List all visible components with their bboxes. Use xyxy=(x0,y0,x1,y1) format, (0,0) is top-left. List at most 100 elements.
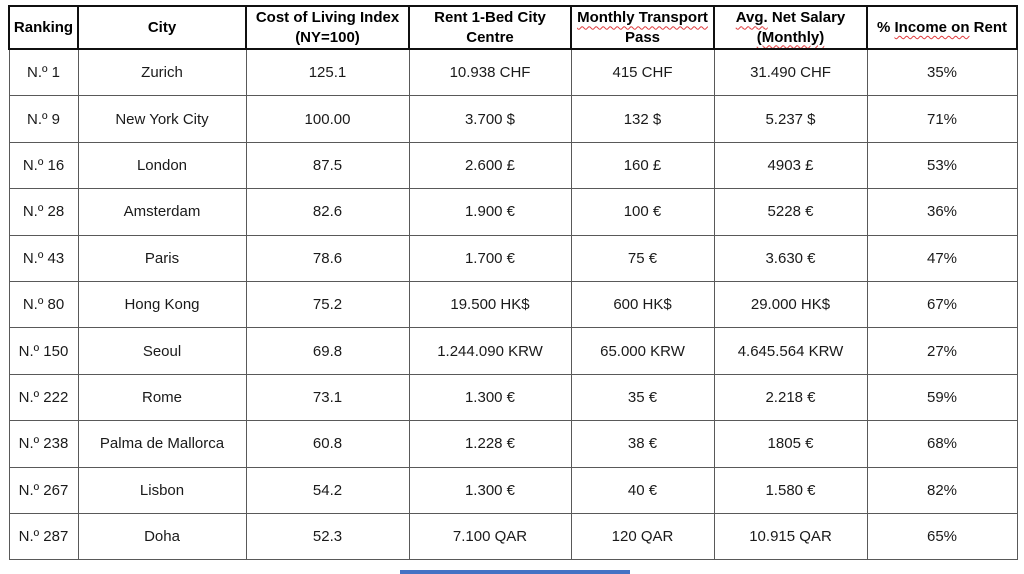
cell-rent: 1.228 € xyxy=(408,420,572,468)
header-city: City xyxy=(77,5,247,50)
cell-rent: 1.300 € xyxy=(408,466,572,514)
cell-pct: 47% xyxy=(866,234,1018,282)
table-row: N.º 43 Paris 78.6 1.700 € 75 € 3.630 € 4… xyxy=(8,234,1018,282)
cell-rank: N.º 28 xyxy=(8,188,79,236)
table-row: N.º 1 Zurich 125.1 10.938 CHF 415 CHF 31… xyxy=(8,48,1018,97)
cell-city: Zurich xyxy=(77,48,247,97)
cell-city: New York City xyxy=(77,95,247,143)
header-line: Rent 1-Bed City xyxy=(434,9,546,27)
cell-transport: 600 HK$ xyxy=(570,280,715,329)
cell-rent: 7.100 QAR xyxy=(408,512,572,561)
cell-pct: 68% xyxy=(866,420,1018,468)
cell-rent: 10.938 CHF xyxy=(408,48,572,97)
header-monthly-transport: Monthly Transport Pass xyxy=(570,5,715,50)
cell-index: 54.2 xyxy=(245,466,410,514)
cost-of-living-table-container: Ranking City Cost of Living Index (NY=10… xyxy=(8,5,1018,561)
cell-pct: 53% xyxy=(866,141,1018,190)
cell-pct: 82% xyxy=(866,466,1018,514)
cell-city: London xyxy=(77,141,247,190)
cell-rank: N.º 43 xyxy=(8,234,79,282)
cell-city: Palma de Mallorca xyxy=(77,420,247,468)
table-row: N.º 9 New York City 100.00 3.700 $ 132 $… xyxy=(8,95,1018,143)
cell-index: 87.5 xyxy=(245,141,410,190)
cell-city: Hong Kong xyxy=(77,280,247,329)
cell-pct: 35% xyxy=(866,48,1018,97)
header-row: Ranking City Cost of Living Index (NY=10… xyxy=(8,5,1018,50)
header-line: Avg. Net Salary xyxy=(718,8,863,27)
cell-transport: 40 € xyxy=(570,466,715,514)
cell-rank: N.º 287 xyxy=(8,512,79,561)
spellcheck-text: Avg. xyxy=(735,9,768,27)
cell-rent: 1.300 € xyxy=(408,373,572,422)
cell-index: 78.6 xyxy=(245,234,410,282)
cell-city: Amsterdam xyxy=(77,188,247,236)
cell-city: Paris xyxy=(77,234,247,282)
spellcheck-text: Monthly Transport xyxy=(577,9,708,27)
cell-salary: 2.218 € xyxy=(713,373,868,422)
cell-index: 82.6 xyxy=(245,188,410,236)
header-line: (Monthly) xyxy=(718,28,863,47)
cell-rank: N.º 267 xyxy=(8,466,79,514)
cell-salary: 3.630 € xyxy=(713,234,868,282)
cell-rank: N.º 16 xyxy=(8,141,79,190)
header-line: Cost of Living Index xyxy=(255,9,400,27)
cell-pct: 65% xyxy=(866,512,1018,561)
cell-transport: 65.000 KRW xyxy=(570,327,715,375)
cell-rent: 1.700 € xyxy=(408,234,572,282)
table-row: N.º 287 Doha 52.3 7.100 QAR 120 QAR 10.9… xyxy=(8,512,1018,561)
cell-rent: 2.600 £ xyxy=(408,141,572,190)
cell-city: Doha xyxy=(77,512,247,561)
cell-city: Rome xyxy=(77,373,247,422)
cell-index: 73.1 xyxy=(245,373,410,422)
cell-rank: N.º 222 xyxy=(8,373,79,422)
cell-rent: 1.900 € xyxy=(408,188,572,236)
table-row: N.º 267 Lisbon 54.2 1.300 € 40 € 1.580 €… xyxy=(8,466,1018,514)
header-line: Centre xyxy=(466,28,514,46)
cell-rank: N.º 238 xyxy=(8,420,79,468)
cell-pct: 67% xyxy=(866,280,1018,329)
cell-transport: 132 $ xyxy=(570,95,715,143)
cell-salary: 31.490 CHF xyxy=(713,48,868,97)
cell-rent: 1.244.090 KRW xyxy=(408,327,572,375)
header-line: Monthly Transport xyxy=(575,8,710,27)
cell-transport: 120 QAR xyxy=(570,512,715,561)
header-cost-of-living-index: Cost of Living Index (NY=100) xyxy=(245,5,410,50)
cell-transport: 35 € xyxy=(570,373,715,422)
header-ranking: Ranking xyxy=(8,5,79,50)
header-pct-income-on-rent: % Income on Rent xyxy=(866,5,1018,50)
table-row: N.º 222 Rome 73.1 1.300 € 35 € 2.218 € 5… xyxy=(8,373,1018,422)
cell-rank: N.º 9 xyxy=(8,95,79,143)
header-line: (NY=100) xyxy=(295,28,360,46)
cell-salary: 1805 € xyxy=(713,420,868,468)
bottom-accent-strip xyxy=(400,570,630,574)
cell-rank: N.º 80 xyxy=(8,280,79,329)
cell-salary: 5228 € xyxy=(713,188,868,236)
header-avg-net-salary: Avg. Net Salary (Monthly) xyxy=(713,5,868,50)
table-row: N.º 80 Hong Kong 75.2 19.500 HK$ 600 HK$… xyxy=(8,280,1018,329)
spellcheck-text: (Monthly) xyxy=(756,28,825,46)
cell-transport: 160 £ xyxy=(570,141,715,190)
cell-index: 100.00 xyxy=(245,95,410,143)
cell-rank: N.º 150 xyxy=(8,327,79,375)
cell-rent: 19.500 HK$ xyxy=(408,280,572,329)
cell-index: 75.2 xyxy=(245,280,410,329)
cell-city: Seoul xyxy=(77,327,247,375)
header-line: Pass xyxy=(624,28,661,46)
cell-pct: 27% xyxy=(866,327,1018,375)
cell-transport: 100 € xyxy=(570,188,715,236)
cell-index: 52.3 xyxy=(245,512,410,561)
cell-salary: 10.915 QAR xyxy=(713,512,868,561)
cell-salary: 4903 £ xyxy=(713,141,868,190)
cost-of-living-table: Ranking City Cost of Living Index (NY=10… xyxy=(8,5,1018,561)
cell-transport: 75 € xyxy=(570,234,715,282)
cell-salary: 5.237 $ xyxy=(713,95,868,143)
header-rent-1bed: Rent 1-Bed City Centre xyxy=(408,5,572,50)
header-text: Rent xyxy=(969,18,1008,36)
cell-index: 125.1 xyxy=(245,48,410,97)
cell-index: 69.8 xyxy=(245,327,410,375)
table-row: N.º 150 Seoul 69.8 1.244.090 KRW 65.000 … xyxy=(8,327,1018,375)
table-row: N.º 238 Palma de Mallorca 60.8 1.228 € 3… xyxy=(8,420,1018,468)
cell-rent: 3.700 $ xyxy=(408,95,572,143)
header-text: Net Salary xyxy=(767,9,846,27)
